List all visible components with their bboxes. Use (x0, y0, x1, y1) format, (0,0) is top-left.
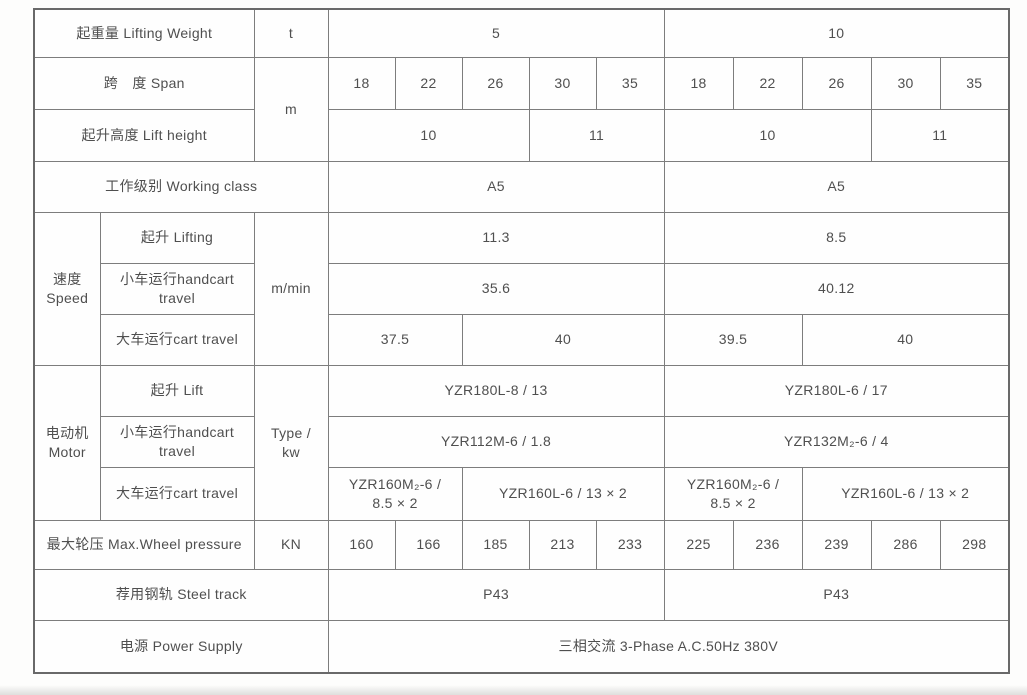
motor-unit-type: Type / (271, 424, 311, 441)
span-value-cell: 26 (461, 56, 530, 110)
row-speed-cart: 大车运行cart travel 37.5 40 39.5 40 (34, 313, 1010, 366)
row-power-supply: 电源 Power Supply 三相交流 3-Phase A.C.50Hz 38… (33, 619, 1010, 674)
working-class-cell: A5 (327, 160, 665, 213)
steel-track-label: 荐用钢轨 Steel track (33, 568, 329, 621)
row-motor-lift: 电动机 Motor 起升 Lift Type / kw YZR180L-8 / … (33, 364, 1010, 521)
span-value-cell: 30 (870, 56, 941, 110)
motor-cart-model: YZR160M₂-6 / (686, 475, 780, 492)
span-lift-height-unit: m (253, 56, 329, 162)
motor-cart-power: 8.5 × 2 (710, 494, 756, 511)
span-value-cell: 26 (801, 56, 872, 110)
row-speed-lifting: 速度 Speed 起升 Lifting m/min 11.3 8.5 (33, 211, 1010, 366)
wheel-pressure-cell: 160 (327, 519, 396, 570)
lift-height-label: 起升高度 Lift height (33, 108, 255, 162)
lift-height-cell: 11 (870, 108, 1010, 162)
wheel-pressure-label: 最大轮压 Max.Wheel pressure (33, 519, 255, 570)
motor-group-zh: 电动机 (45, 424, 89, 441)
row-working-class: 工作级别 Working class A5 A5 (33, 160, 1010, 213)
span-value-cell: 22 (394, 56, 463, 110)
crane-spec-table: 起重量 Lifting Weight t 5 10 跨 度 Span m 18 … (33, 8, 1011, 674)
motor-cart-cell: YZR160L-6 / 13 × 2 (461, 466, 665, 521)
motor-cart-cell: YZR160M₂-6 / 8.5 × 2 (327, 466, 463, 521)
motor-handcart-label-zh: 小车运行handcart (119, 423, 235, 440)
motor-cart-cell: YZR160M₂-6 / 8.5 × 2 (663, 466, 803, 521)
speed-handcart-cell: 40.12 (663, 262, 1010, 315)
speed-group-label: 速度 Speed (33, 211, 101, 366)
motor-handcart-cell: YZR112M-6 / 1.8 (327, 415, 665, 468)
speed-handcart-label: 小车运行handcart travel (99, 262, 255, 315)
motor-unit: Type / kw (253, 364, 329, 521)
wheel-pressure-cell: 213 (528, 519, 597, 570)
steel-track-cell: P43 (663, 568, 1010, 621)
speed-group-zh: 速度 (52, 270, 82, 287)
row-motor-cart: 大车运行cart travel YZR160M₂-6 / 8.5 × 2 YZR… (34, 466, 1010, 521)
wheel-pressure-cell: 233 (595, 519, 665, 570)
wheel-pressure-cell: 166 (394, 519, 463, 570)
power-supply-cell: 三相交流 3-Phase A.C.50Hz 380V (327, 619, 1010, 674)
motor-cart-label: 大车运行cart travel (99, 466, 255, 521)
speed-group-en: Speed (46, 289, 89, 306)
lift-height-cell: 11 (528, 108, 665, 162)
wheel-pressure-cell: 298 (939, 519, 1010, 570)
lifting-weight-10t: 10 (663, 8, 1010, 58)
span-value-cell: 18 (327, 56, 396, 110)
speed-cart-cell: 40 (801, 313, 1010, 366)
motor-handcart-label: 小车运行handcart travel (99, 415, 255, 468)
speed-cart-cell: 39.5 (663, 313, 803, 366)
span-value-cell: 35 (939, 56, 1010, 110)
wheel-pressure-cell: 286 (870, 519, 941, 570)
motor-handcart-label-en: travel (158, 442, 196, 459)
span-value-cell: 22 (732, 56, 803, 110)
speed-lifting-label: 起升 Lifting (99, 211, 255, 264)
lifting-weight-5t: 5 (327, 8, 665, 58)
row-span: 跨 度 Span m 18 22 26 30 35 18 22 26 30 35 (33, 56, 1010, 162)
power-supply-label: 电源 Power Supply (33, 619, 329, 674)
span-value-cell: 35 (595, 56, 665, 110)
motor-lift-label: 起升 Lift (99, 364, 255, 417)
working-class-label: 工作级别 Working class (33, 160, 329, 213)
speed-lifting-cell: 11.3 (327, 211, 665, 264)
wheel-pressure-cell: 225 (663, 519, 734, 570)
row-motor-handcart: 小车运行handcart travel YZR112M-6 / 1.8 YZR1… (34, 415, 1010, 468)
lifting-weight-label: 起重量 Lifting Weight (33, 8, 255, 58)
span-value-cell: 18 (663, 56, 734, 110)
motor-lift-cell: YZR180L-6 / 17 (663, 364, 1010, 417)
speed-lifting-cell: 8.5 (663, 211, 1010, 264)
motor-handcart-cell: YZR132M₂-6 / 4 (663, 415, 1010, 468)
scan-edge-shadow (0, 685, 1027, 695)
wheel-pressure-cell: 239 (801, 519, 872, 570)
row-lift-height: 起升高度 Lift height 10 11 10 11 (33, 108, 1010, 162)
row-lifting-weight: 起重量 Lifting Weight t 5 10 (33, 8, 1010, 58)
motor-cart-model: YZR160M₂-6 / (348, 475, 442, 492)
lift-height-cell: 10 (663, 108, 872, 162)
speed-cart-cell: 40 (461, 313, 665, 366)
speed-handcart-label-zh: 小车运行handcart (119, 270, 235, 287)
motor-group-en: Motor (48, 443, 86, 460)
speed-cart-cell: 37.5 (327, 313, 463, 366)
motor-cart-cell: YZR160L-6 / 13 × 2 (801, 466, 1010, 521)
working-class-cell: A5 (663, 160, 1010, 213)
row-steel-track: 荐用钢轨 Steel track P43 P43 (33, 568, 1010, 621)
motor-group-label: 电动机 Motor (33, 364, 101, 521)
motor-unit-kw: kw (282, 443, 300, 460)
wheel-pressure-cell: 185 (461, 519, 530, 570)
motor-cart-power: 8.5 × 2 (372, 494, 418, 511)
motor-lift-cell: YZR180L-8 / 13 (327, 364, 665, 417)
wheel-pressure-cell: 236 (732, 519, 803, 570)
speed-unit: m/min (253, 211, 329, 366)
speed-handcart-label-en: travel (158, 289, 196, 306)
row-wheel-pressure: 最大轮压 Max.Wheel pressure KN 160 166 185 2… (33, 519, 1010, 570)
span-value-cell: 30 (528, 56, 597, 110)
lift-height-cell: 10 (327, 108, 530, 162)
speed-handcart-cell: 35.6 (327, 262, 665, 315)
span-label: 跨 度 Span (33, 56, 255, 110)
wheel-pressure-unit: KN (253, 519, 329, 570)
steel-track-cell: P43 (327, 568, 665, 621)
lifting-weight-unit: t (253, 8, 329, 58)
row-speed-handcart: 小车运行handcart travel 35.6 40.12 (34, 262, 1010, 315)
speed-cart-label: 大车运行cart travel (99, 313, 255, 366)
